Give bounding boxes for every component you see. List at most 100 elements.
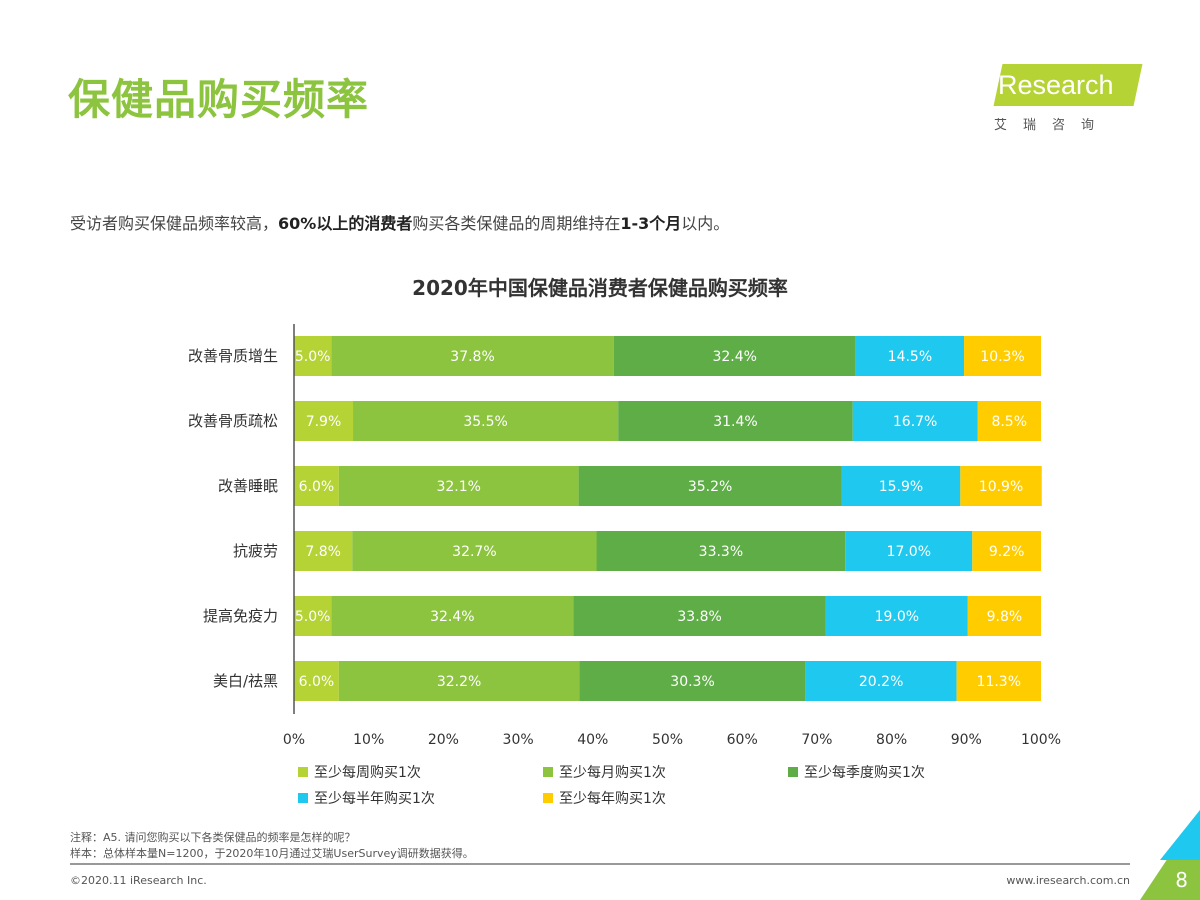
bar-segment [841, 466, 961, 506]
legend-swatch [298, 767, 308, 777]
data-label: 9.8% [987, 609, 1023, 625]
data-label: 6.0% [299, 479, 335, 495]
sample-text: 样本：总体样本量N=1200，于2020年10月通过艾瑞UserSurvey调研… [70, 847, 474, 860]
data-label: 35.5% [463, 414, 507, 430]
legend-label: 至少每周购买1次 [314, 765, 421, 781]
category-label: 改善骨质疏松 [188, 412, 278, 430]
bar-segment [825, 596, 968, 636]
bar-segment [852, 401, 978, 441]
data-label: 8.5% [991, 414, 1027, 430]
data-label: 9.2% [989, 544, 1025, 560]
data-label: 31.4% [713, 414, 757, 430]
data-label: 10.9% [979, 479, 1023, 495]
data-label: 30.3% [670, 674, 714, 690]
bar-segment [331, 336, 614, 376]
bar-segment [338, 661, 580, 701]
data-label: 32.4% [712, 349, 756, 365]
data-label: 5.0% [295, 349, 331, 365]
bar-segment [967, 596, 1041, 636]
bar-segment [331, 596, 574, 636]
data-label: 32.1% [436, 479, 480, 495]
x-tick-label: 50% [652, 732, 683, 748]
x-tick-label: 60% [727, 732, 758, 748]
bar-segment [977, 401, 1041, 441]
data-label: 7.8% [305, 544, 341, 560]
category-label: 美白/祛黑 [213, 672, 278, 690]
data-label: 10.3% [980, 349, 1024, 365]
legend-label: 至少每月购买1次 [559, 765, 666, 781]
bar-segment [294, 336, 332, 376]
bar-segment [294, 661, 339, 701]
x-tick-label: 90% [951, 732, 982, 748]
bar-segment [972, 531, 1041, 571]
bar-segment [294, 401, 354, 441]
legend-label: 至少每季度购买1次 [804, 765, 925, 781]
iresearch-logo: iResearch 艾瑞咨询 [990, 62, 1143, 133]
legend-item: 至少每月购买1次 [543, 762, 666, 782]
x-tick-label: 100% [1021, 732, 1061, 748]
copyright: ©2020.11 iResearch Inc. [70, 874, 207, 887]
bar-segment [353, 401, 619, 441]
x-tick-label: 20% [428, 732, 459, 748]
category-label: 提高免疫力 [203, 607, 278, 625]
data-label: 20.2% [859, 674, 903, 690]
data-label: 17.0% [887, 544, 931, 560]
data-label: 33.3% [699, 544, 743, 560]
page-number: 8 [1175, 868, 1188, 892]
data-label: 11.3% [977, 674, 1021, 690]
bar-segment [573, 596, 826, 636]
data-label: 19.0% [875, 609, 919, 625]
data-label: 14.5% [888, 349, 932, 365]
data-label: 32.4% [430, 609, 474, 625]
page-title: 保健品购买频率 [68, 75, 370, 124]
bar-segment [294, 531, 353, 571]
bar-segment [294, 596, 332, 636]
data-label: 15.9% [879, 479, 923, 495]
x-tick-label: 30% [503, 732, 534, 748]
data-label: 37.8% [450, 349, 494, 365]
bar-segment [964, 336, 1041, 376]
legend-swatch [543, 793, 553, 803]
bar-segment [855, 336, 965, 376]
footnotes: 注释：A5. 请问您购买以下各类保健品的频率是怎样的呢？ 样本：总体样本量N=1… [70, 830, 474, 862]
legend-item: 至少每年购买1次 [543, 788, 666, 808]
legend-label: 至少每半年购买1次 [314, 791, 435, 807]
data-label: 5.0% [295, 609, 331, 625]
data-label: 33.8% [677, 609, 721, 625]
x-tick-label: 70% [801, 732, 832, 748]
website-url: www.iresearch.com.cn [1006, 874, 1130, 887]
data-label: 16.7% [893, 414, 937, 430]
bar-segment [956, 661, 1041, 701]
bar-segment [352, 531, 597, 571]
data-label: 32.2% [437, 674, 481, 690]
data-label: 35.2% [688, 479, 732, 495]
legend-swatch [543, 767, 553, 777]
note-text: 注释：A5. 请问您购买以下各类保健品的频率是怎样的呢？ [70, 831, 356, 844]
chart-title: 2020年中国保健品消费者保健品购买频率 [412, 276, 788, 300]
x-tick-label: 0% [283, 732, 305, 748]
legend-swatch [788, 767, 798, 777]
bar-segment [805, 661, 957, 701]
legend-item: 至少每周购买1次 [298, 762, 421, 782]
divider [70, 863, 1130, 865]
bar-segment [618, 401, 853, 441]
data-label: 6.0% [299, 674, 335, 690]
bar-segment [613, 336, 856, 376]
x-tick-label: 80% [876, 732, 907, 748]
x-tick-label: 40% [577, 732, 608, 748]
bar-segment [596, 531, 846, 571]
legend-swatch [298, 793, 308, 803]
category-label: 抗疲劳 [233, 542, 278, 560]
x-tick-label: 10% [353, 732, 384, 748]
corner-decoration-blue [1160, 810, 1200, 860]
legend-item: 至少每季度购买1次 [788, 762, 925, 782]
bar-segment [579, 661, 806, 701]
summary-text: 受访者购买保健品频率较高，60%以上的消费者购买各类保健品的周期维持在1-3个月… [70, 214, 730, 233]
category-label: 改善骨质增生 [188, 347, 278, 365]
data-label: 32.7% [452, 544, 496, 560]
bar-segment [294, 466, 339, 506]
bar-segment [578, 466, 842, 506]
category-label: 改善睡眠 [218, 477, 278, 495]
bar-segment [845, 531, 973, 571]
